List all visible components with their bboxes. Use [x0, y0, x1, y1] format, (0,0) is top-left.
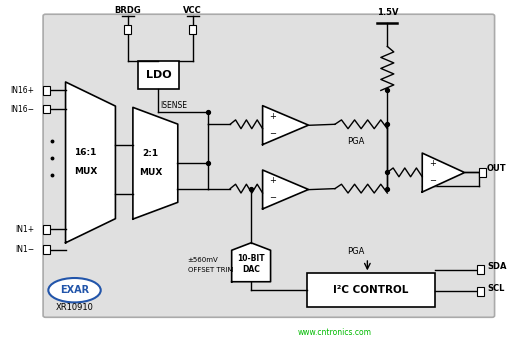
Bar: [43, 245, 50, 254]
Bar: [189, 25, 196, 34]
Text: −: −: [269, 129, 275, 138]
Text: +: +: [269, 176, 275, 185]
Bar: [43, 225, 50, 234]
Bar: [137, 61, 179, 89]
Polygon shape: [231, 243, 270, 282]
Text: 2:1: 2:1: [142, 149, 158, 158]
Text: OUT: OUT: [486, 164, 506, 173]
Polygon shape: [133, 107, 178, 219]
Text: www.cntronics.com: www.cntronics.com: [297, 328, 371, 337]
Text: MUX: MUX: [74, 167, 97, 176]
Text: PGA: PGA: [347, 247, 364, 256]
Text: 10-BIT: 10-BIT: [237, 254, 264, 264]
Text: I²C CONTROL: I²C CONTROL: [333, 285, 408, 295]
Text: OFFSET TRIM: OFFSET TRIM: [187, 267, 233, 273]
Text: LDO: LDO: [145, 70, 171, 80]
Text: XR10910: XR10910: [55, 303, 93, 312]
Bar: [477, 168, 485, 177]
Bar: [43, 86, 50, 95]
Text: 1.5V: 1.5V: [376, 8, 398, 17]
Text: PGA: PGA: [347, 137, 364, 146]
Text: −: −: [269, 193, 275, 203]
Text: ISENSE: ISENSE: [160, 101, 187, 110]
Text: BRDG: BRDG: [115, 6, 141, 15]
Text: SDA: SDA: [486, 262, 505, 271]
Text: +: +: [428, 159, 435, 169]
Text: +: +: [269, 112, 275, 121]
Bar: [476, 266, 483, 274]
Polygon shape: [262, 106, 308, 144]
Text: 16:1: 16:1: [74, 148, 97, 157]
Bar: [476, 287, 483, 295]
Bar: [43, 105, 50, 114]
Text: IN16+: IN16+: [11, 86, 35, 95]
Text: DAC: DAC: [242, 265, 260, 274]
Text: IN16−: IN16−: [11, 105, 35, 114]
Text: SCL: SCL: [486, 284, 503, 293]
Bar: [307, 273, 434, 307]
Polygon shape: [421, 153, 464, 192]
Polygon shape: [66, 82, 115, 243]
Text: IN1−: IN1−: [15, 245, 35, 254]
Text: IN1+: IN1+: [15, 225, 35, 234]
Text: −: −: [428, 176, 435, 186]
Polygon shape: [262, 170, 308, 209]
Text: EXAR: EXAR: [60, 285, 89, 295]
Text: VCC: VCC: [183, 6, 202, 15]
FancyBboxPatch shape: [43, 14, 494, 317]
Bar: [124, 25, 131, 34]
Text: ±560mV: ±560mV: [187, 257, 218, 263]
Text: MUX: MUX: [138, 168, 162, 177]
Ellipse shape: [48, 278, 100, 302]
